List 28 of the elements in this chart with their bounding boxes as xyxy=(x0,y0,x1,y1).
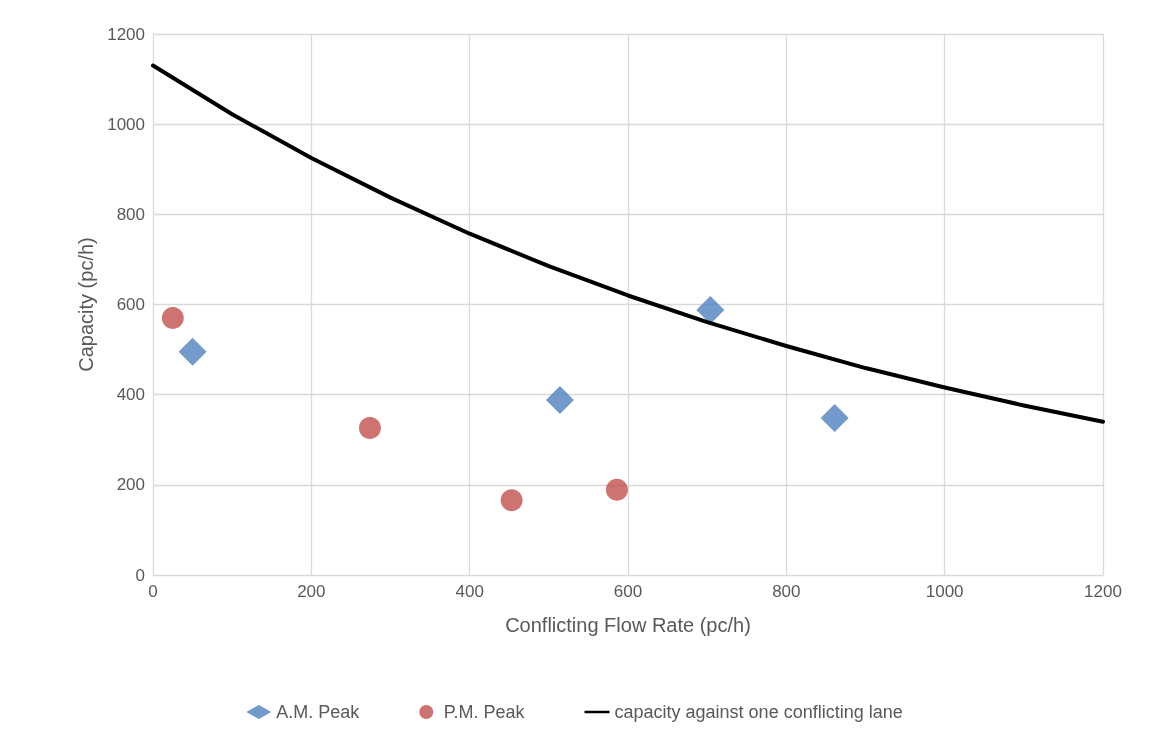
point xyxy=(696,295,725,324)
point xyxy=(820,404,849,433)
point xyxy=(178,337,207,366)
point xyxy=(161,307,184,330)
y-tick-label: 0 xyxy=(135,565,145,585)
point xyxy=(500,489,523,512)
y-tick-label: 200 xyxy=(116,475,145,495)
legend-label: P.M. Peak xyxy=(443,702,526,722)
x-tick-label: 1200 xyxy=(1084,582,1122,601)
y-tick-label: 800 xyxy=(116,204,145,224)
legend-label: A.M. Peak xyxy=(276,702,361,722)
y-tick-label: 1200 xyxy=(107,24,145,44)
line-series xyxy=(151,63,1105,424)
x-tick-label: 800 xyxy=(772,582,801,601)
legend-label: capacity against one conflicting lane xyxy=(614,702,903,722)
point xyxy=(605,478,628,501)
x-tick-label: 1000 xyxy=(925,582,964,601)
x-tick-label: 200 xyxy=(297,582,326,601)
x-tick-label: 400 xyxy=(455,582,484,601)
x-tick-label: 600 xyxy=(613,582,643,601)
y-tick-label: 400 xyxy=(116,385,145,405)
x-tick-label: 0 xyxy=(148,582,158,601)
point xyxy=(358,417,381,440)
y-tick-label: 1000 xyxy=(107,114,145,134)
y-axis-title: Capacity (pc/h) xyxy=(75,237,98,372)
x-axis-title: Conflicting Flow Rate (pc/h) xyxy=(505,614,751,636)
y-tick-label: 600 xyxy=(116,295,145,314)
point xyxy=(545,386,574,415)
